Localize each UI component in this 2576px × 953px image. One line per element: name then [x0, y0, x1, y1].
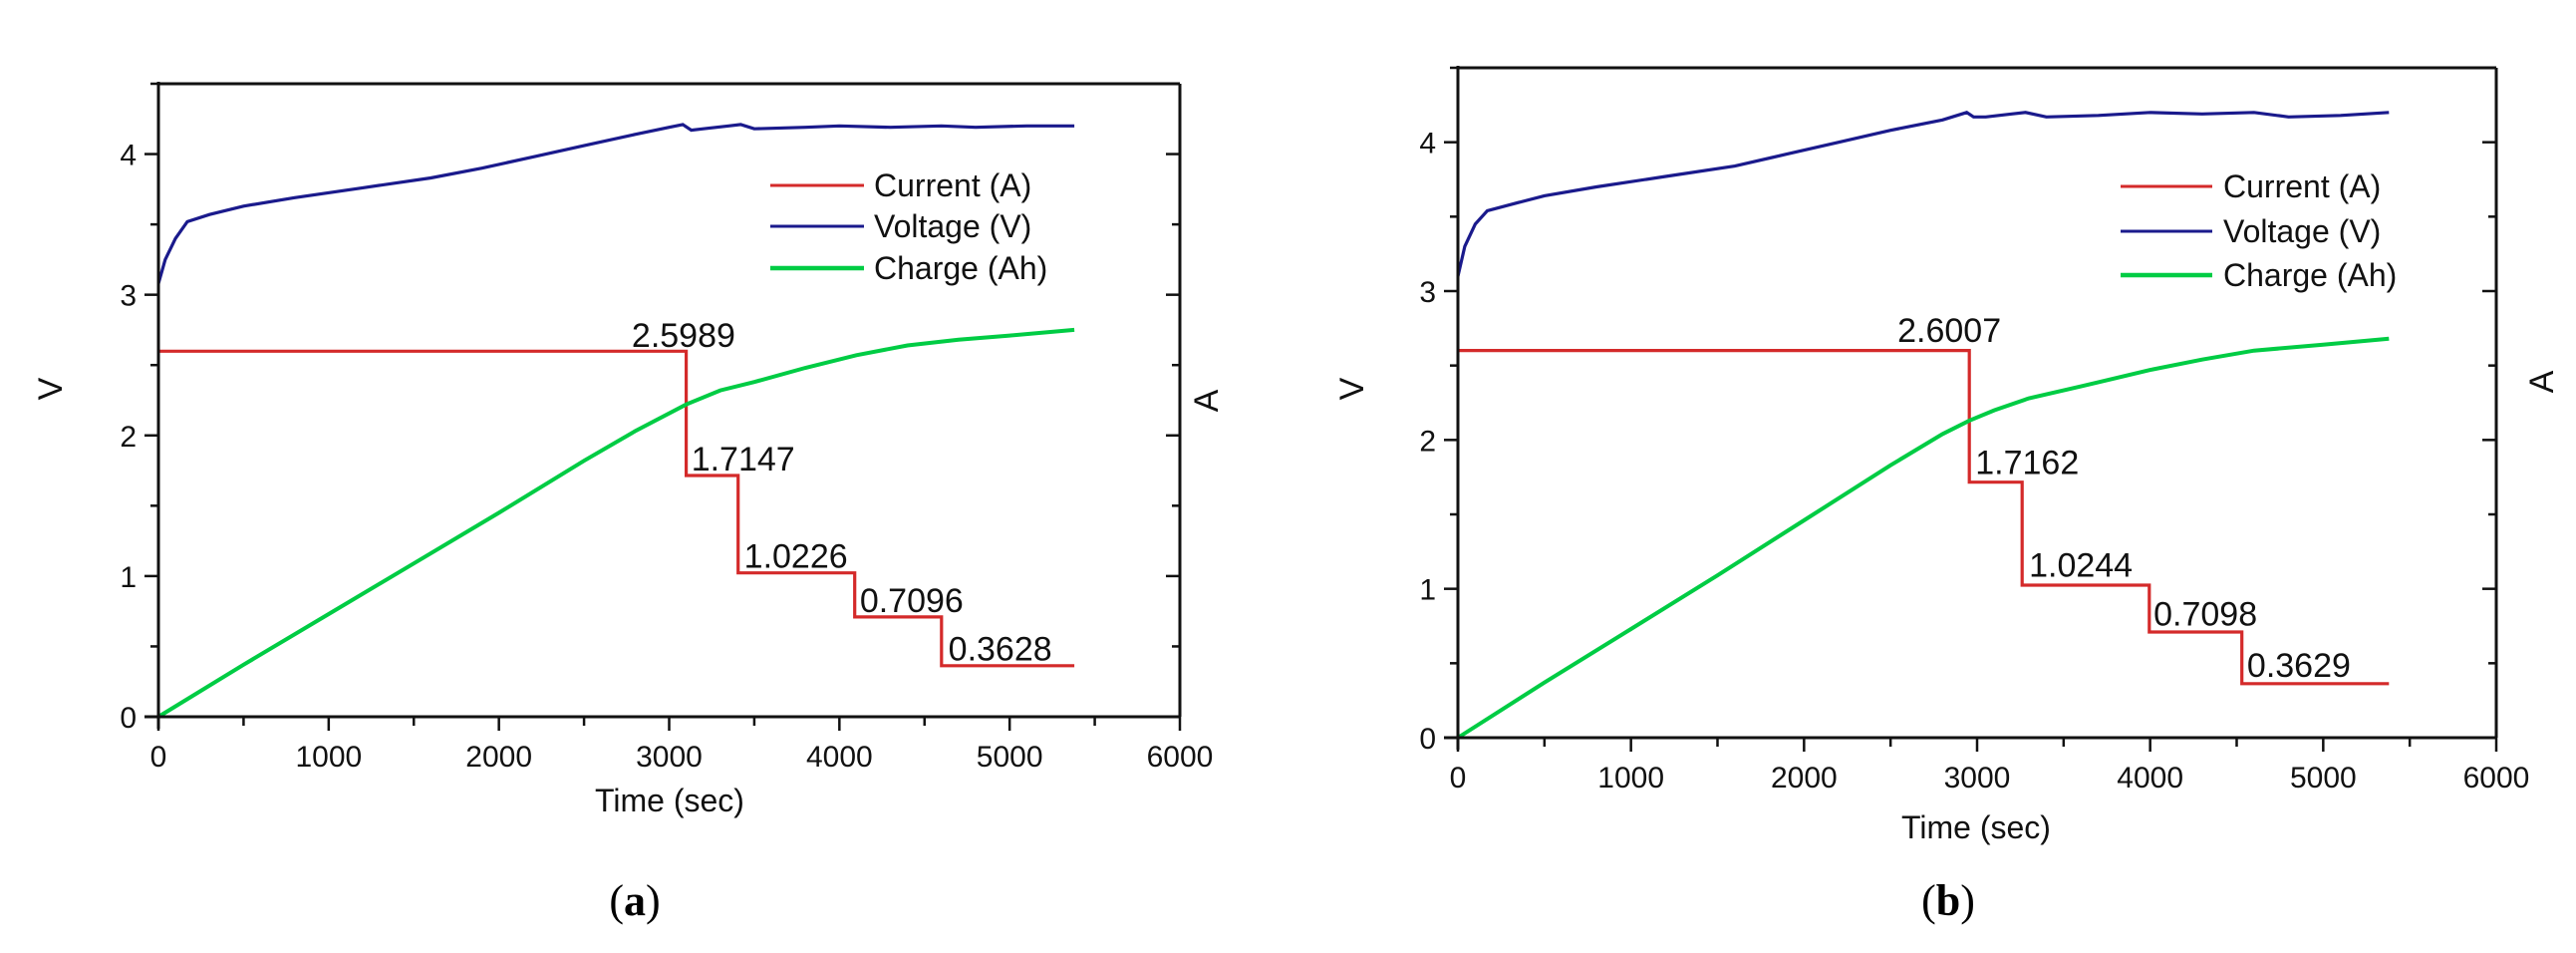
legend-item-current-b: Current (A): [2121, 168, 2381, 204]
chart-panel-b: 0 1 2 3 4 0 1000 2000 3000 4000 5000 6000 2.6007 1.71…: [1333, 66, 2561, 925]
current-step-annotation-a: 0.3628: [949, 631, 1052, 669]
y-tick-label-b: 4: [1419, 128, 1436, 160]
legend-b: Current (A) Voltage (V) Charge (Ah): [2121, 168, 2397, 293]
x-tick-label-a: 5000: [977, 741, 1043, 774]
legend-label-a: Voltage (V): [874, 208, 1031, 244]
legend-label-b: Current (A): [2223, 168, 2381, 204]
x-tick-label-a: 1000: [295, 741, 362, 774]
caption-letter-b: b: [1936, 876, 1960, 925]
current-step-annotation-b: 2.6007: [1897, 312, 2001, 350]
y-axis-label-right-b: A: [2523, 370, 2561, 393]
legend-label-b: Charge (Ah): [2223, 257, 2397, 293]
x-tick-label-b: 0: [1450, 762, 1467, 794]
chart-panel-a: 0 1 2 3 4 0 1000 2000 3000 4000 5000 6000 2.5989 1.71…: [32, 82, 1226, 925]
charge-series-b: [1456, 336, 2390, 740]
y-axis-label-right-a: A: [1188, 389, 1226, 412]
current-step-annotation-a: 2.5989: [632, 317, 735, 355]
x-axis-label-a: Time (sec): [595, 783, 744, 818]
y-tick-label-a: 0: [120, 702, 137, 735]
caption-open-paren-a: (: [609, 876, 624, 925]
legend-label-a: Charge (Ah): [874, 250, 1047, 286]
x-tick-label-b: 6000: [2463, 762, 2530, 794]
legend-label-a: Current (A): [874, 167, 1031, 203]
x-axis-label-b: Time (sec): [1901, 809, 2051, 845]
x-tick-label-a: 2000: [465, 741, 532, 774]
current-step-annotation-a: 1.0226: [744, 537, 848, 575]
current-step-annotation-b: 1.0244: [2029, 547, 2133, 585]
legend-label-b: Voltage (V): [2223, 213, 2381, 249]
current-step-annotation-b: 1.7162: [1975, 445, 2079, 482]
plot-area-a: 0 1 2 3 4 0 1000 2000 3000 4000 5000 6000 2.5989 1.71…: [120, 82, 1213, 774]
x-tick-label-a: 3000: [636, 741, 703, 774]
current-step-annotation-a: 0.7096: [860, 582, 964, 620]
x-tick-label-a: 6000: [1147, 741, 1214, 774]
x-tick-label-b: 1000: [1597, 762, 1664, 794]
legend-item-charge-b: Charge (Ah): [2121, 257, 2397, 293]
plot-area-b: 0 1 2 3 4 0 1000 2000 3000 4000 5000 6000 2.6007 1.71…: [1419, 66, 2529, 794]
y-tick-label-b: 1: [1419, 574, 1436, 607]
caption-close-paren-a: ): [646, 876, 661, 925]
current-step-annotation-b: 0.3629: [2247, 647, 2351, 685]
current-series-b: [1458, 349, 2390, 686]
y-tick-label-a: 3: [120, 280, 137, 313]
voltage-series-a: [156, 123, 1075, 284]
caption-letter-a: a: [624, 876, 646, 925]
x-tick-label-b: 2000: [1771, 762, 1838, 794]
legend-item-voltage-a: Voltage (V): [770, 208, 1031, 244]
y-tick-label-a: 4: [120, 140, 137, 172]
charge-series-a: [156, 327, 1075, 719]
x-tick-label-a: 4000: [806, 741, 873, 774]
y-axis-label-left-a: V: [32, 377, 70, 400]
caption-a: (a): [609, 876, 660, 925]
caption-open-paren-b: (: [1921, 876, 1936, 925]
legend-item-current-a: Current (A): [770, 167, 1031, 203]
y-tick-label-b: 2: [1419, 425, 1436, 458]
y-tick-label-b: 0: [1419, 723, 1436, 756]
x-tick-label-b: 5000: [2290, 762, 2357, 794]
current-step-annotation-a: 1.7147: [692, 441, 795, 478]
y-axis-label-left-b: V: [1333, 377, 1371, 400]
x-tick-label-b: 4000: [2117, 762, 2183, 794]
y-tick-label-b: 3: [1419, 276, 1436, 309]
y-tick-label-a: 1: [120, 561, 137, 594]
legend-item-charge-a: Charge (Ah): [770, 250, 1047, 286]
caption-close-paren-b: ): [1960, 876, 1975, 925]
caption-b: (b): [1921, 876, 1975, 925]
legend-item-voltage-b: Voltage (V): [2121, 213, 2381, 249]
current-step-annotation-b: 0.7098: [2153, 595, 2257, 633]
x-tick-label-b: 3000: [1944, 762, 2011, 794]
voltage-series-b: [1456, 111, 2390, 277]
y-tick-label-a: 2: [120, 421, 137, 454]
x-tick-label-a: 0: [150, 741, 167, 774]
current-series-a: [158, 349, 1075, 668]
legend-a: Current (A) Voltage (V) Charge (Ah): [770, 167, 1047, 286]
